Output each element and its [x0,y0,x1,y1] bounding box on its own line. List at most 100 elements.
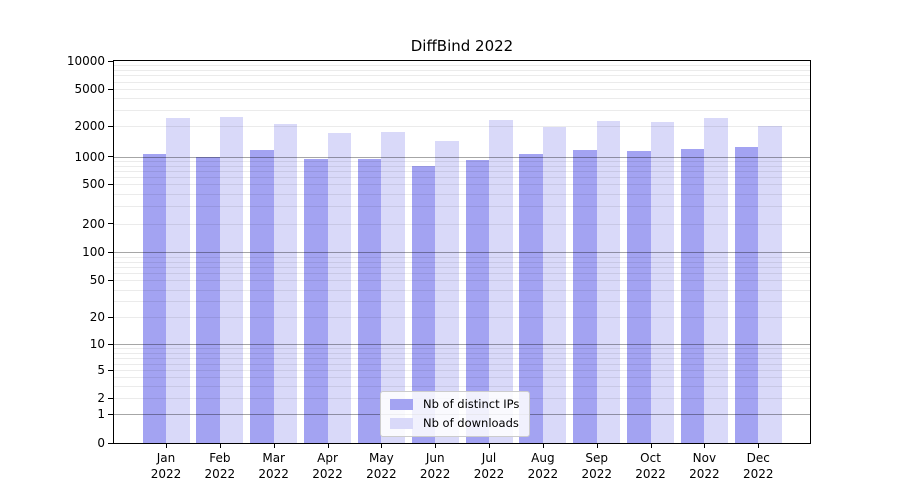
x-tick-mark [381,443,383,448]
x-tick-year: 2022 [581,467,612,481]
bar-downloads [327,133,352,443]
bar-downloads [273,124,298,443]
x-tick-mark [650,443,652,448]
x-tick-month: May [368,451,394,465]
bar-downloads [704,117,728,443]
y-tick-label: 20 [89,310,105,325]
bar-downloads [542,126,567,443]
bar-downloads [650,122,675,443]
bar-distinct-ips [573,149,597,443]
x-tick-month: Mar [262,451,285,465]
x-tick-mark [435,443,437,448]
plot-area: Nb of distinct IPs Nb of downloads 0 1 2 5 1… [67,54,811,481]
x-tick-year: 2022 [742,467,774,481]
bar-downloads [489,120,513,443]
y-tick-label: 0 [97,436,105,450]
y-tick-label: 100 [82,245,105,260]
x-tick-mark [542,443,544,448]
x-tick-mark [273,443,275,448]
x-tick-year: 2022 [689,467,720,481]
x-tick-mark [758,443,760,448]
y-tick-mark [108,397,113,399]
x-tick-mark [704,443,706,448]
y-tick-label: 500 [82,177,105,192]
bar-downloads [166,118,190,443]
bar-downloads [758,126,782,443]
bar-downloads [219,116,244,443]
y-tick-label: 200 [82,216,105,231]
y-tick-mark [108,183,113,185]
bar-distinct-ips [680,148,705,443]
y-tick-mark [108,251,113,253]
y-tick-label: 10000 [66,54,105,68]
y-tick-label: 2000 [74,119,105,134]
y-tick-label: 1 [97,407,105,421]
x-tick-label: May 2022 [351,450,411,482]
x-tick-month: Nov [692,451,717,465]
x-tick-label: Aug 2022 [513,450,573,482]
bar-distinct-ips [196,156,220,443]
x-tick-label: Jun 2022 [405,450,465,482]
legend: Nb of distinct IPs Nb of downloads [380,391,531,437]
legend-item: Nb of downloads [390,416,519,430]
x-tick-year: 2022 [366,467,397,481]
legend-swatch-downloads [390,417,413,429]
x-tick-year: 2022 [204,467,236,481]
y-tick-mark [108,125,113,127]
bar-downloads [381,131,405,443]
x-tick-label: Dec 2022 [728,450,788,482]
x-tick-month: Dec [746,451,770,465]
x-tick-month: Feb [209,451,231,465]
x-tick-year: 2022 [150,467,182,481]
x-tick-month: Jul [481,451,497,465]
y-tick-label: 50 [89,273,105,288]
y-tick-mark [108,223,113,224]
legend-swatch-distinct-ips [390,398,413,410]
x-tick-mark [166,443,167,448]
x-tick-year: 2022 [258,467,289,481]
y-tick-label: 1000 [74,149,105,164]
x-tick-label: Oct 2022 [621,450,681,482]
x-tick-label: Mar 2022 [244,450,304,482]
y-tick-mark [108,88,113,90]
y-tick-mark [108,279,113,281]
chart-title: DiffBind 2022 [410,37,514,55]
bar-distinct-ips [519,154,543,443]
bar-distinct-ips [734,146,759,443]
x-tick-label: Sep 2022 [567,450,627,482]
x-tick-month: Jan [156,451,176,465]
x-tick-month: Apr [317,451,338,465]
y-tick-mark [108,60,113,62]
y-tick-mark [108,156,113,157]
x-tick-month: Aug [531,451,555,465]
legend-item: Nb of distinct IPs [390,397,519,411]
y-tick-mark [108,369,113,371]
legend-label: Nb of downloads [423,416,519,430]
y-tick-label: 5000 [74,82,105,96]
y-tick-label: 5 [97,363,105,378]
y-tick-mark [108,316,113,318]
x-tick-label: Feb 2022 [190,450,250,482]
bar-distinct-ips [250,149,274,443]
bar-distinct-ips [142,154,166,443]
x-tick-month: Oct [640,451,661,465]
x-tick-mark [219,443,221,448]
bar-downloads [435,141,459,443]
bars-layer [114,61,810,443]
x-tick-label: Jul 2022 [459,450,519,482]
x-tick-year: 2022 [312,467,343,481]
y-tick-mark [108,413,113,415]
x-tick-label: Apr 2022 [298,450,358,482]
bar-distinct-ips [411,165,436,443]
x-tick-label: Nov 2022 [674,450,734,482]
legend-label: Nb of distinct IPs [423,397,520,411]
bar-distinct-ips [357,159,382,443]
bar-distinct-ips [627,151,651,443]
y-tick-label: 10 [89,337,105,352]
x-tick-year: 2022 [635,467,666,481]
x-tick-mark [489,443,491,448]
y-tick-mark [108,343,113,345]
x-tick-mark [327,443,329,448]
x-tick-year: 2022 [473,467,505,481]
